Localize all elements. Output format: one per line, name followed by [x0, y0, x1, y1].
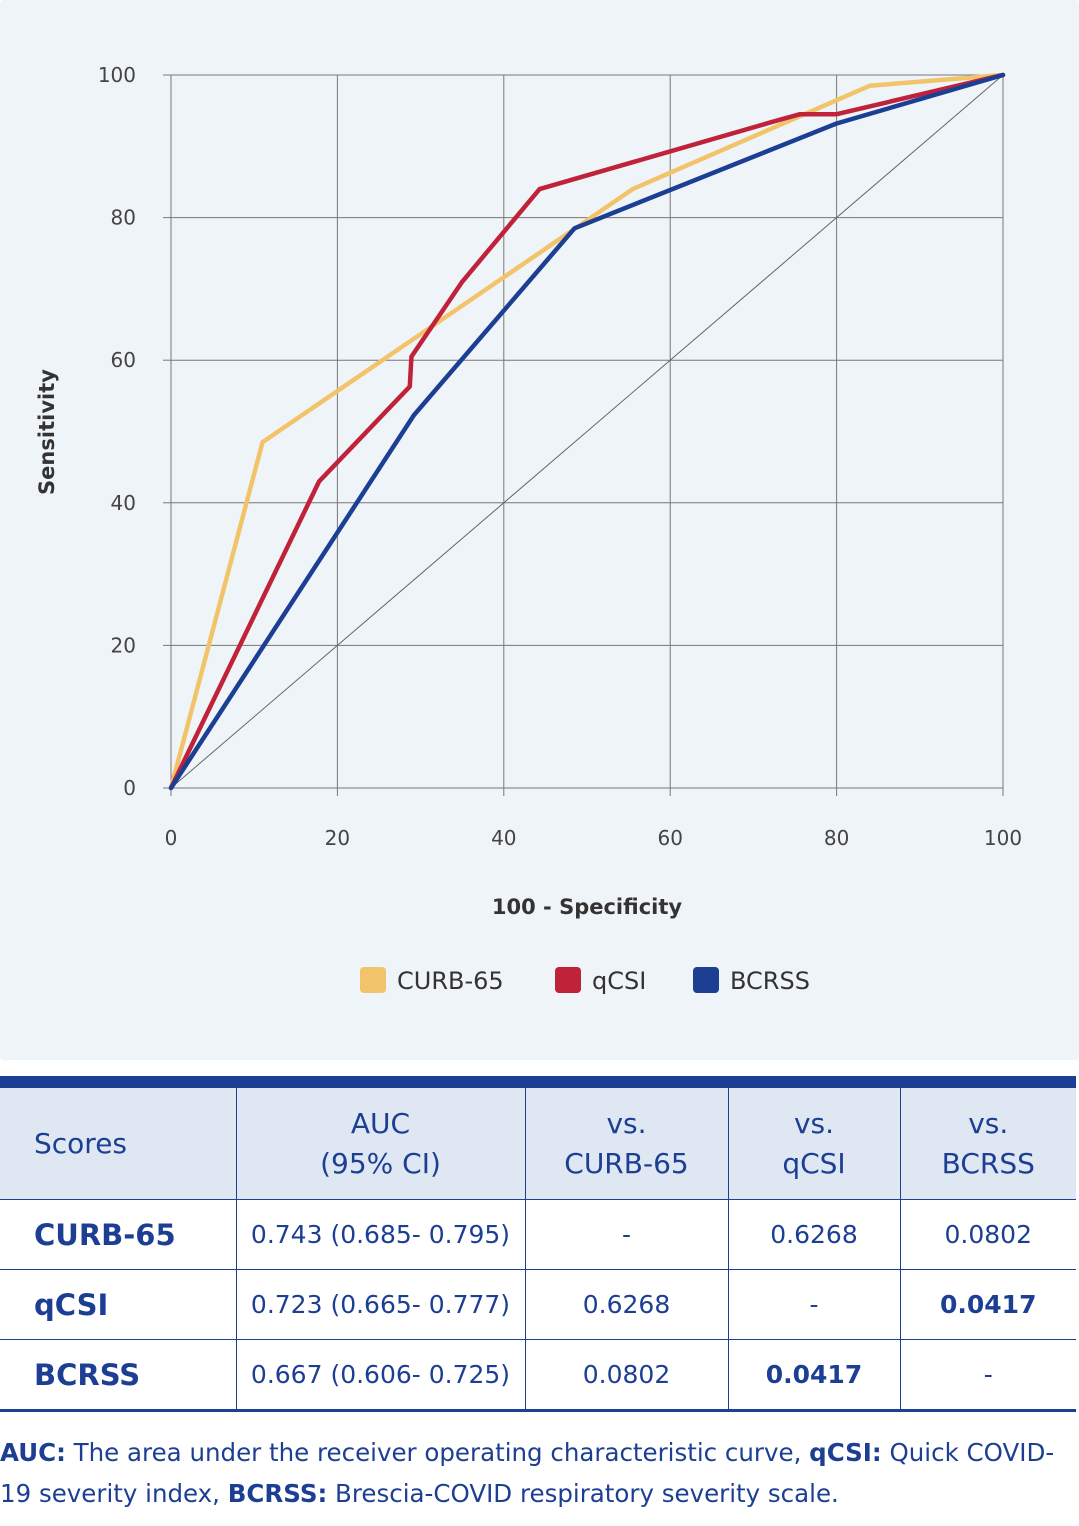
header-auc-line2: (95% CI): [320, 1146, 441, 1180]
y-tick-label: 60: [111, 348, 136, 372]
row-score-label: CURB-65: [0, 1199, 237, 1270]
footnote-qcsi-def: Quick COVID-19 severity index,: [0, 1438, 1055, 1508]
header-auc: AUC (95% CI): [235, 1081, 526, 1200]
row-auc: 0.723 (0.665- 0.777): [235, 1269, 526, 1340]
header-vs-curb-line2: CURB-65: [564, 1146, 689, 1180]
row-score-label: BCRSS: [0, 1339, 237, 1411]
row-vs-curb: 0.0802: [524, 1339, 729, 1411]
table-row: BCRSS 0.667 (0.606- 0.725) 0.0802 0.0417…: [0, 1339, 1076, 1411]
y-tick-label: 100: [98, 63, 136, 87]
header-vs-curb: vs. CURB-65: [524, 1081, 729, 1200]
y-axis-title: Sensitivity: [35, 369, 59, 495]
row-auc: 0.743 (0.685- 0.795): [235, 1199, 526, 1270]
footnote-qcsi-term: qCSI:: [809, 1438, 882, 1467]
footnote-auc-def: The area under the receiver operating ch…: [65, 1438, 810, 1467]
legend-swatch: [555, 967, 581, 993]
legend-swatch: [360, 967, 386, 993]
x-tick-label: 20: [325, 826, 350, 850]
x-tick-label: 40: [491, 826, 516, 850]
x-tick-label: 60: [657, 826, 682, 850]
row-vs-qcsi: -: [727, 1269, 901, 1340]
header-vs-qcsi: vs. qCSI: [727, 1081, 901, 1200]
y-tick-label: 20: [111, 633, 136, 657]
row-score-label: qCSI: [0, 1269, 237, 1340]
row-vs-curb: -: [524, 1199, 729, 1270]
y-tick-label: 80: [111, 206, 136, 230]
roc-chart: 0 20 40 60 80 100 0 20 40 60 80 100 100 - Specifici…: [35, 63, 1022, 995]
header-vs-bcrss-line2: BCRSS: [941, 1146, 1035, 1180]
header-vs-bcrss-line1: vs.: [968, 1106, 1009, 1140]
row-vs-qcsi: 0.6268: [727, 1199, 901, 1270]
comparison-table: Scores AUC (95% CI) vs. CURB-65 vs. qCSI…: [0, 1076, 1076, 1412]
x-tick-label: 80: [824, 826, 849, 850]
comparison-table-wrap: Scores AUC (95% CI) vs. CURB-65 vs. qCSI…: [0, 1076, 1076, 1412]
header-auc-line1: AUC: [350, 1106, 411, 1140]
table-row: CURB-65 0.743 (0.685- 0.795) - 0.6268 0.…: [0, 1199, 1076, 1270]
row-vs-bcrss: 0.0802: [899, 1199, 1076, 1270]
table-header-row: Scores AUC (95% CI) vs. CURB-65 vs. qCSI…: [0, 1081, 1076, 1200]
grid-layer: [163, 74, 1004, 796]
reference-diagonal-line: [170, 74, 1004, 789]
header-vs-curb-line1: vs.: [606, 1106, 647, 1140]
legend: CURB-65 qCSI BCRSS: [360, 967, 810, 995]
footnote-bcrss-def: Brescia-COVID respiratory severity scale…: [327, 1479, 839, 1508]
y-tick-label: 0: [123, 776, 136, 800]
x-axis-title: 100 - Specificity: [492, 895, 682, 919]
legend-label: qCSI: [592, 967, 646, 995]
row-vs-qcsi: 0.0417: [727, 1339, 901, 1411]
row-auc: 0.667 (0.606- 0.725): [235, 1339, 526, 1411]
table-row: qCSI 0.723 (0.665- 0.777) 0.6268 - 0.041…: [0, 1269, 1076, 1340]
legend-label: CURB-65: [397, 967, 504, 995]
x-tick-label: 100: [984, 826, 1022, 850]
header-vs-qcsi-line1: vs.: [793, 1106, 835, 1140]
footnote-auc-term: AUC:: [0, 1438, 66, 1467]
footnote: AUC: The area under the receiver operati…: [0, 1432, 1079, 1514]
header-vs-bcrss: vs. BCRSS: [899, 1081, 1076, 1200]
header-scores: Scores: [0, 1081, 237, 1200]
header-scores-label: Scores: [34, 1126, 128, 1160]
legend-label: BCRSS: [730, 967, 810, 995]
tick-label-layer: 0 20 40 60 80 100 0 20 40 60 80 100: [98, 63, 1022, 850]
footnote-bcrss-term: BCRSS:: [227, 1479, 328, 1508]
x-tick-label: 0: [165, 826, 178, 850]
y-tick-label: 40: [111, 491, 136, 515]
series-line-bcrss: [168, 72, 1006, 791]
header-vs-qcsi-line2: qCSI: [782, 1146, 846, 1180]
row-vs-bcrss: 0.0417: [899, 1269, 1076, 1340]
row-vs-bcrss: -: [899, 1339, 1076, 1411]
series-line-curb-65: [168, 72, 1006, 791]
legend-swatch: [693, 967, 719, 993]
reference-line-layer: [170, 74, 1004, 789]
series-layer: [168, 72, 1006, 791]
chart-panel: 0 20 40 60 80 100 0 20 40 60 80 100 100 - Specifici…: [0, 0, 1079, 1060]
series-line-qcsi: [168, 72, 1006, 791]
row-vs-curb: 0.6268: [524, 1269, 729, 1340]
